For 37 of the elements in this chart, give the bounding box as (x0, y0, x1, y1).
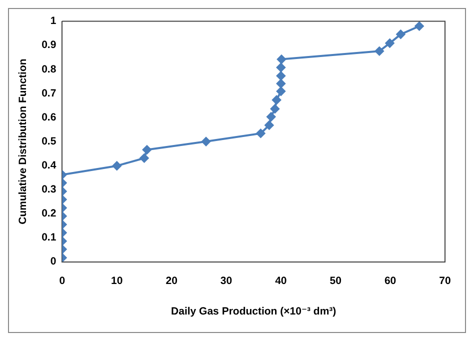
x-tick-label: 0 (59, 274, 66, 287)
y-tick-label: 0.2 (42, 208, 56, 220)
x-tick-label: 40 (275, 274, 287, 287)
y-tick-label: 0.8 (42, 63, 56, 76)
point (385, 38, 394, 48)
point (264, 120, 274, 130)
x-tick-label: 60 (384, 274, 396, 287)
y-tick-label: 1 (50, 15, 56, 28)
x-tick-label: 70 (439, 274, 451, 287)
point (256, 128, 266, 138)
y-tick-label: 0.5 (42, 135, 56, 148)
y-tick-label: 0.4 (42, 159, 56, 172)
point (276, 79, 286, 88)
y-tick-label: 0.7 (42, 87, 56, 100)
point (374, 46, 384, 56)
point (202, 137, 211, 146)
point (276, 62, 286, 72)
x-tick-label: 10 (111, 274, 123, 287)
y-tick-label: 0.6 (42, 111, 56, 124)
y-tick-label: 0 (50, 256, 56, 268)
point (266, 112, 276, 122)
y-tick-label: 0.1 (42, 232, 56, 244)
point (270, 104, 280, 114)
point (396, 30, 406, 39)
x-tick-label: 50 (330, 274, 342, 287)
y-tick-label: 0.9 (42, 39, 56, 52)
point (276, 86, 286, 96)
x-tick-label: 30 (220, 274, 232, 287)
point (272, 95, 282, 104)
y-tick-label: 0.3 (42, 184, 56, 196)
point (276, 71, 286, 80)
x-tick-label: 20 (166, 274, 178, 287)
point (140, 154, 149, 163)
x-axis-title: Daily Gas Production (×10⁻³ dm³) (171, 306, 336, 318)
y-axis-title: Cumulative Distribution Function (17, 58, 30, 224)
point (414, 22, 424, 31)
point (276, 54, 286, 64)
